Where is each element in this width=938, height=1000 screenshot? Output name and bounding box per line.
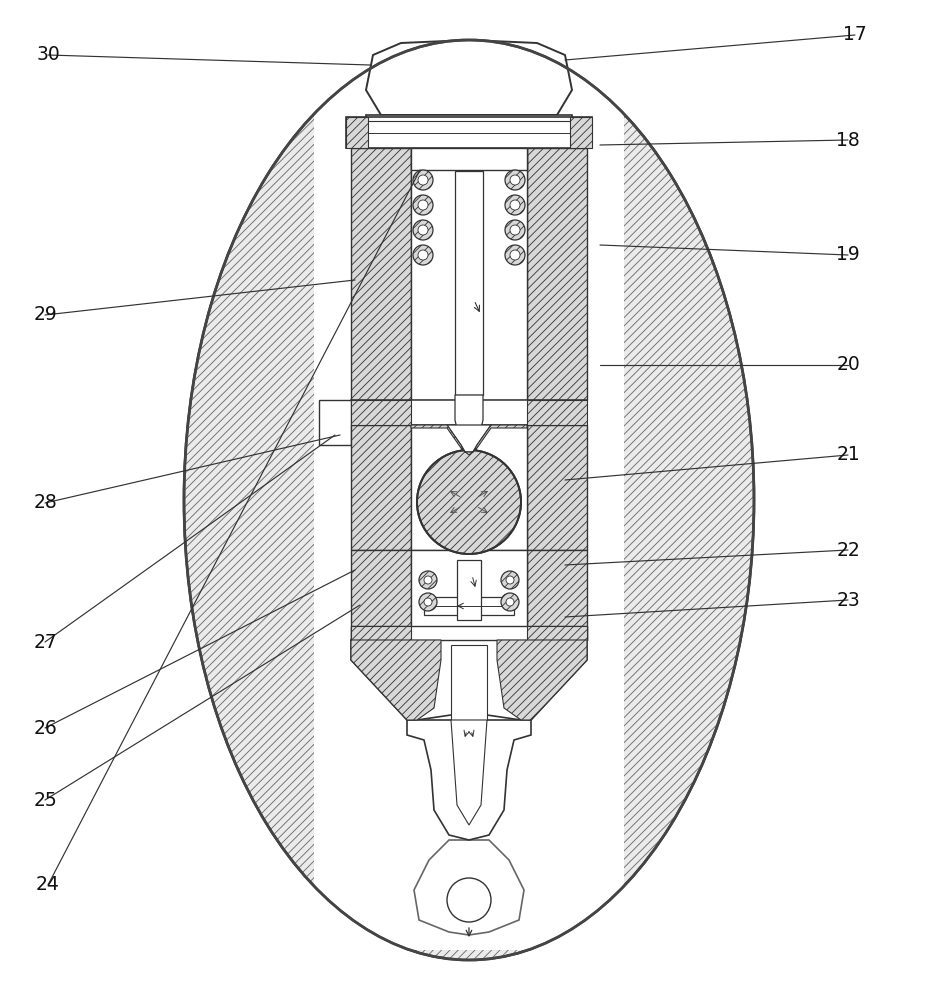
Circle shape bbox=[510, 175, 520, 185]
Circle shape bbox=[505, 170, 525, 190]
Text: 30: 30 bbox=[37, 45, 60, 64]
Bar bbox=[351, 626, 587, 640]
Polygon shape bbox=[527, 626, 587, 640]
Text: 24: 24 bbox=[36, 876, 60, 894]
Polygon shape bbox=[527, 550, 587, 640]
Text: 19: 19 bbox=[836, 245, 860, 264]
Polygon shape bbox=[351, 425, 411, 550]
Bar bbox=[351, 400, 587, 425]
Circle shape bbox=[417, 450, 521, 554]
Circle shape bbox=[447, 878, 491, 922]
Circle shape bbox=[418, 225, 428, 235]
Circle shape bbox=[418, 250, 428, 260]
Ellipse shape bbox=[184, 40, 754, 960]
Circle shape bbox=[413, 195, 433, 215]
Circle shape bbox=[506, 576, 514, 584]
Bar bbox=[319, 400, 351, 445]
Circle shape bbox=[505, 220, 525, 240]
Circle shape bbox=[505, 245, 525, 265]
Polygon shape bbox=[570, 117, 592, 148]
Circle shape bbox=[510, 200, 520, 210]
Bar bbox=[411, 425, 527, 550]
Polygon shape bbox=[351, 148, 411, 400]
Polygon shape bbox=[527, 400, 587, 425]
Text: 28: 28 bbox=[33, 493, 57, 512]
Circle shape bbox=[505, 195, 525, 215]
Bar bbox=[424, 597, 514, 615]
Bar bbox=[314, 50, 624, 950]
Circle shape bbox=[424, 598, 432, 606]
Polygon shape bbox=[366, 40, 572, 115]
Circle shape bbox=[506, 598, 514, 606]
Circle shape bbox=[510, 250, 520, 260]
Bar bbox=[411, 148, 527, 170]
Circle shape bbox=[501, 571, 519, 589]
Circle shape bbox=[413, 245, 433, 265]
Polygon shape bbox=[346, 117, 368, 148]
Circle shape bbox=[424, 576, 432, 584]
Bar bbox=[411, 550, 527, 640]
Text: 26: 26 bbox=[33, 718, 57, 738]
Polygon shape bbox=[351, 640, 587, 720]
Circle shape bbox=[418, 200, 428, 210]
Polygon shape bbox=[527, 148, 587, 400]
Polygon shape bbox=[351, 400, 411, 425]
Polygon shape bbox=[351, 640, 441, 720]
Circle shape bbox=[418, 175, 428, 185]
Polygon shape bbox=[414, 840, 524, 935]
Text: 29: 29 bbox=[33, 306, 57, 324]
Text: 21: 21 bbox=[836, 446, 860, 464]
Bar bbox=[457, 560, 481, 620]
Circle shape bbox=[413, 170, 433, 190]
Circle shape bbox=[413, 220, 433, 240]
Bar bbox=[455, 171, 483, 395]
Bar bbox=[411, 148, 527, 400]
Text: 18: 18 bbox=[836, 130, 860, 149]
Polygon shape bbox=[451, 720, 487, 825]
Text: 27: 27 bbox=[33, 633, 57, 652]
Polygon shape bbox=[455, 395, 483, 460]
Text: 20: 20 bbox=[836, 356, 860, 374]
Circle shape bbox=[419, 593, 437, 611]
Polygon shape bbox=[351, 550, 411, 640]
Polygon shape bbox=[351, 626, 411, 640]
Polygon shape bbox=[447, 425, 491, 452]
Bar bbox=[451, 645, 487, 720]
Circle shape bbox=[419, 571, 437, 589]
Bar bbox=[346, 117, 592, 148]
Polygon shape bbox=[497, 640, 587, 720]
Polygon shape bbox=[411, 425, 527, 455]
Polygon shape bbox=[407, 720, 531, 840]
Text: 23: 23 bbox=[836, 590, 860, 609]
Bar bbox=[366, 115, 572, 133]
Polygon shape bbox=[527, 425, 587, 550]
Text: 22: 22 bbox=[836, 540, 860, 560]
Circle shape bbox=[510, 225, 520, 235]
Text: 25: 25 bbox=[33, 790, 57, 810]
Circle shape bbox=[501, 593, 519, 611]
Text: 17: 17 bbox=[843, 25, 867, 44]
